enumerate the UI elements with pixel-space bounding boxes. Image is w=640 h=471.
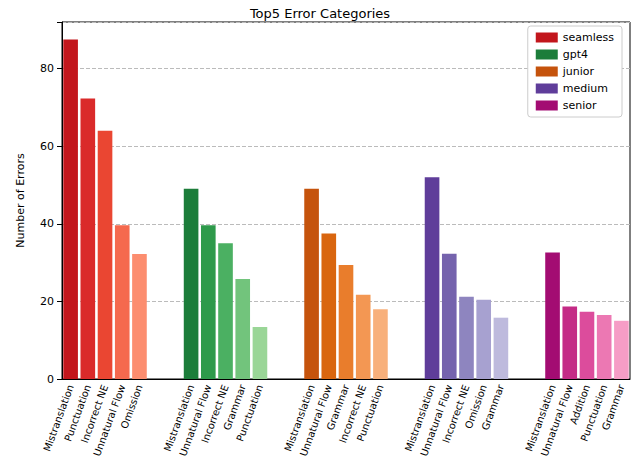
svg-text:Unnatural Flow: Unnatural Flow <box>538 383 575 458</box>
svg-text:Unnatural Flow: Unnatural Flow <box>418 383 455 458</box>
svg-text:0: 0 <box>47 373 54 386</box>
svg-text:seamless: seamless <box>563 31 615 44</box>
svg-text:medium: medium <box>563 82 608 95</box>
svg-text:Number of Errors: Number of Errors <box>14 153 27 248</box>
svg-text:Punctuation: Punctuation <box>355 383 386 443</box>
svg-text:Mistranslation: Mistranslation <box>161 383 197 453</box>
svg-text:Grammar: Grammar <box>600 382 627 431</box>
svg-text:80: 80 <box>40 62 54 75</box>
svg-text:Grammar: Grammar <box>324 383 352 432</box>
svg-text:Punctuation: Punctuation <box>234 383 265 443</box>
svg-text:Mistranslation: Mistranslation <box>282 383 317 453</box>
svg-text:20: 20 <box>40 295 54 308</box>
svg-text:60: 60 <box>40 140 54 153</box>
svg-text:Top5 Error Categories: Top5 Error Categories <box>249 6 390 21</box>
svg-text:Omission: Omission <box>119 383 145 430</box>
svg-text:Mistranslation: Mistranslation <box>41 383 76 453</box>
svg-text:Punctuation: Punctuation <box>62 383 93 443</box>
svg-text:senior: senior <box>563 99 597 112</box>
svg-text:Incorrect NE: Incorrect NE <box>199 383 231 445</box>
svg-text:Grammar: Grammar <box>479 382 506 431</box>
svg-text:Unnatural Flow: Unnatural Flow <box>297 383 334 458</box>
svg-text:Grammar: Grammar <box>221 383 248 432</box>
svg-text:Unnatural Flow: Unnatural Flow <box>177 383 214 458</box>
svg-text:40: 40 <box>40 217 54 230</box>
svg-text:Addition: Addition <box>567 383 593 426</box>
svg-text:junior: junior <box>562 65 595 78</box>
svg-text:gpt4: gpt4 <box>563 48 588 61</box>
svg-text:Mistranslation: Mistranslation <box>523 383 558 453</box>
svg-text:Incorrect NE: Incorrect NE <box>337 383 369 445</box>
svg-text:Unnatural Flow: Unnatural Flow <box>91 383 128 458</box>
svg-text:Punctuation: Punctuation <box>578 383 610 443</box>
svg-text:Incorrect NE: Incorrect NE <box>78 383 111 445</box>
svg-text:Incorrect NE: Incorrect NE <box>440 383 472 445</box>
svg-text:Omission: Omission <box>462 383 489 431</box>
svg-text:Mistranslation: Mistranslation <box>402 383 438 453</box>
